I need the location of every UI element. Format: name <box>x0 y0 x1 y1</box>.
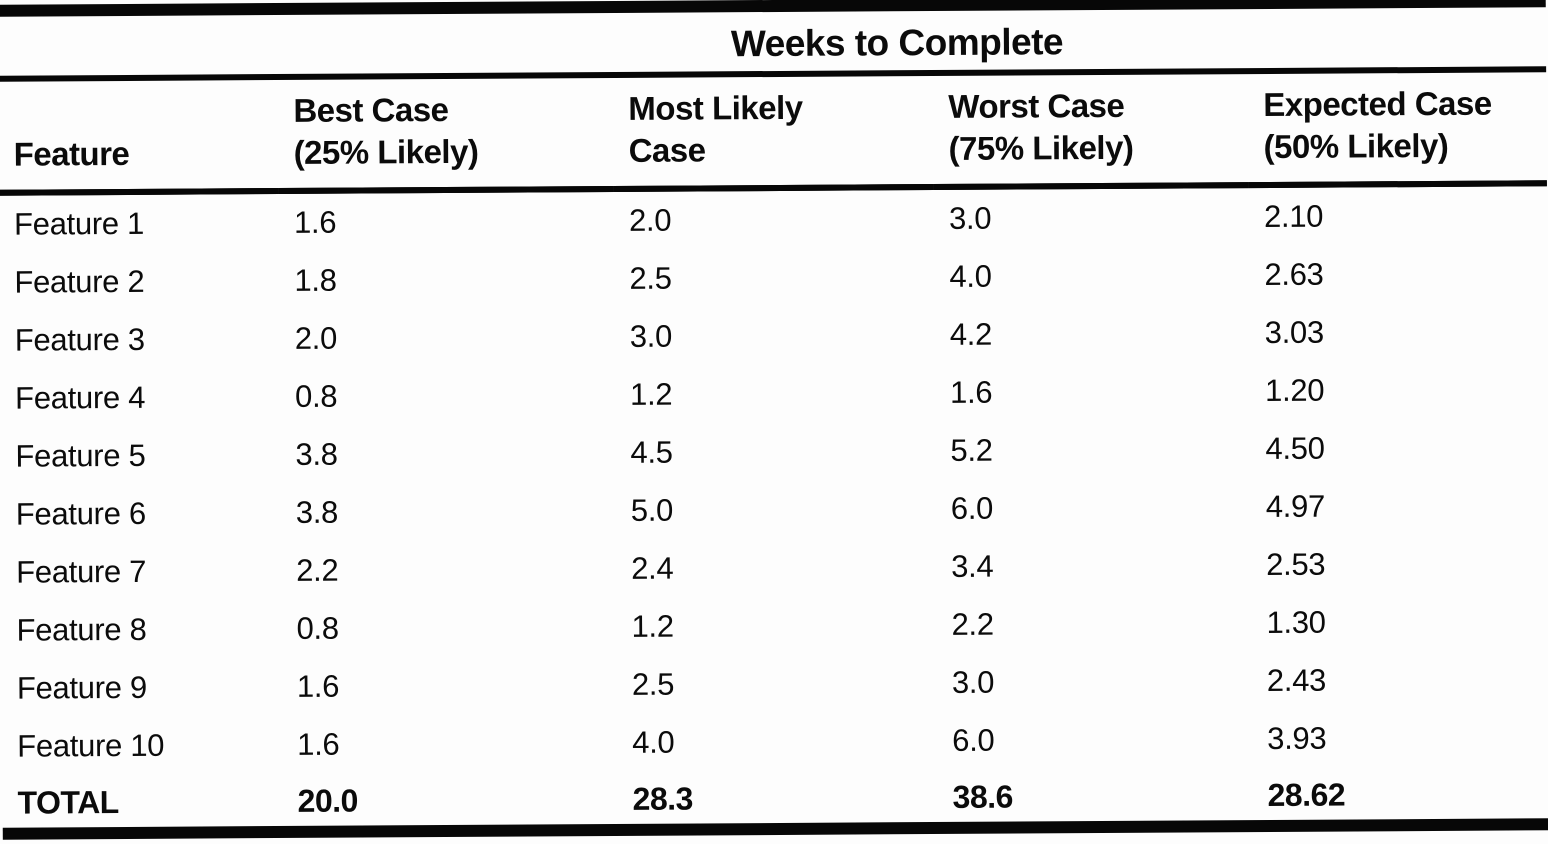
worst-value-cell: 6.0 <box>950 490 994 527</box>
header-line: (50% Likely) <box>1263 126 1449 165</box>
table-header: Feature Best Case (25% Likely) Most Like… <box>0 72 1547 193</box>
expected-value-cell: 2.10 <box>1263 198 1324 235</box>
expected-value-cell: 2.63 <box>1264 256 1324 293</box>
expected-value-cell: 3.03 <box>1264 314 1324 351</box>
estimates-table: Feature Best Case (25% Likely) Most Like… <box>0 72 1548 828</box>
table-row: Feature 4 0.8 1.2 1.6 1.20 <box>0 360 1548 427</box>
worst-value-cell: 3.4 <box>951 548 994 585</box>
worst-value-cell: 4.0 <box>949 258 992 295</box>
feature-name-cell: Feature 3 <box>14 321 145 358</box>
feature-name-cell: Feature 5 <box>15 437 146 474</box>
header-line: Worst Case <box>948 86 1125 125</box>
most_likely-value-cell: 2.5 <box>629 260 672 297</box>
most_likely-value-cell: 1.2 <box>631 608 674 645</box>
best-value-cell: 1.6 <box>296 668 340 705</box>
best-value-cell: 0.8 <box>296 610 339 647</box>
table-row: Feature 3 2.0 3.0 4.2 3.03 <box>0 302 1548 369</box>
table-footer: TOTAL 20.0 28.3 38.6 28.62 <box>2 766 1548 827</box>
total-best-cell: 20.0 <box>297 782 358 820</box>
feature-name-cell: Feature 4 <box>15 379 146 416</box>
feature-name-cell: Feature 1 <box>13 206 145 242</box>
worst-value-cell: 2.2 <box>951 606 994 643</box>
feature-name-cell: Feature 9 <box>16 669 147 706</box>
feature-name-cell: Feature 8 <box>16 611 147 648</box>
most_likely-value-cell: 3.0 <box>629 318 673 355</box>
most_likely-value-cell: 2.5 <box>631 666 675 703</box>
table-row: Feature 2 1.8 2.5 4.0 2.63 <box>0 244 1548 311</box>
header-line: Most Likely <box>628 88 803 127</box>
best-value-cell: 3.8 <box>295 436 338 473</box>
column-header-most-likely: Most Likely Case <box>613 76 934 190</box>
header-row: Feature Best Case (25% Likely) Most Like… <box>0 72 1547 193</box>
expected-value-cell: 1.30 <box>1266 604 1326 641</box>
expected-value-cell: 3.93 <box>1267 720 1327 757</box>
title-band: Weeks to Complete <box>0 9 1546 75</box>
table-row: Feature 7 2.2 2.4 3.4 2.53 <box>1 534 1548 601</box>
most_likely-value-cell: 2.0 <box>628 202 672 239</box>
best-value-cell: 0.8 <box>295 378 338 415</box>
header-line: (75% Likely) <box>948 128 1134 167</box>
expected-value-cell: 2.53 <box>1266 546 1326 583</box>
header-line: Feature <box>13 134 130 173</box>
best-value-cell: 2.0 <box>294 320 338 357</box>
header-line: Expected Case <box>1263 84 1492 124</box>
expected-value-cell: 4.97 <box>1265 488 1326 525</box>
best-value-cell: 2.2 <box>296 552 339 589</box>
feature-name-cell: Feature 2 <box>14 264 145 300</box>
worst-value-cell: 6.0 <box>952 722 995 759</box>
table-row: Feature 1 1.6 2.0 3.0 2.10 <box>0 183 1547 253</box>
column-header-feature: Feature <box>0 80 279 193</box>
header-line: (25% Likely) <box>293 132 479 171</box>
worst-value-cell: 3.0 <box>948 200 992 237</box>
expected-value-cell: 1.20 <box>1264 372 1325 409</box>
header-line: Best Case <box>293 90 449 129</box>
title-spacer <box>0 46 248 48</box>
column-header-expected-case: Expected Case (50% Likely) <box>1248 72 1547 186</box>
table-title: Weeks to Complete <box>730 20 1064 64</box>
best-value-cell: 3.8 <box>295 494 339 531</box>
feature-name-cell: Feature 10 <box>17 727 165 764</box>
feature-name-cell: Feature 7 <box>16 553 147 590</box>
best-value-cell: 1.8 <box>294 262 337 299</box>
worst-value-cell: 3.0 <box>951 664 995 701</box>
header-line: Case <box>628 130 706 169</box>
best-value-cell: 1.6 <box>297 726 340 763</box>
total-most-likely-cell: 28.3 <box>632 780 693 818</box>
column-header-best-case: Best Case (25% Likely) <box>278 77 614 192</box>
table-row: Feature 5 3.8 4.5 5.2 4.50 <box>0 418 1548 485</box>
total-expected-cell: 28.62 <box>1267 776 1346 814</box>
most_likely-value-cell: 1.2 <box>630 376 673 413</box>
most_likely-value-cell: 5.0 <box>630 492 674 529</box>
total-label-cell: TOTAL <box>17 784 119 821</box>
most_likely-value-cell: 4.5 <box>630 434 673 471</box>
expected-value-cell: 4.50 <box>1265 430 1325 467</box>
worst-value-cell: 1.6 <box>949 374 993 411</box>
table-row: Feature 10 1.6 4.0 6.0 3.93 <box>2 708 1548 775</box>
table-row: Feature 9 1.6 2.5 3.0 2.43 <box>2 650 1548 717</box>
table-row: Feature 8 0.8 1.2 2.2 1.30 <box>1 592 1548 659</box>
total-row: TOTAL 20.0 28.3 38.6 28.62 <box>2 766 1548 827</box>
table-body: Feature 1 1.6 2.0 3.0 2.10 Feature 2 1.8 2.5 4.0… <box>0 183 1548 775</box>
column-header-worst-case: Worst Case (75% Likely) <box>933 74 1249 188</box>
most_likely-value-cell: 2.4 <box>631 550 674 587</box>
most_likely-value-cell: 4.0 <box>632 724 675 761</box>
worst-value-cell: 5.2 <box>950 432 993 469</box>
best-value-cell: 1.6 <box>293 204 337 241</box>
expected-value-cell: 2.43 <box>1266 662 1327 699</box>
total-worst-cell: 38.6 <box>952 778 1013 816</box>
feature-name-cell: Feature 6 <box>15 495 146 532</box>
table-row: Feature 6 3.8 5.0 6.0 4.97 <box>1 476 1548 543</box>
worst-value-cell: 4.2 <box>949 316 993 353</box>
